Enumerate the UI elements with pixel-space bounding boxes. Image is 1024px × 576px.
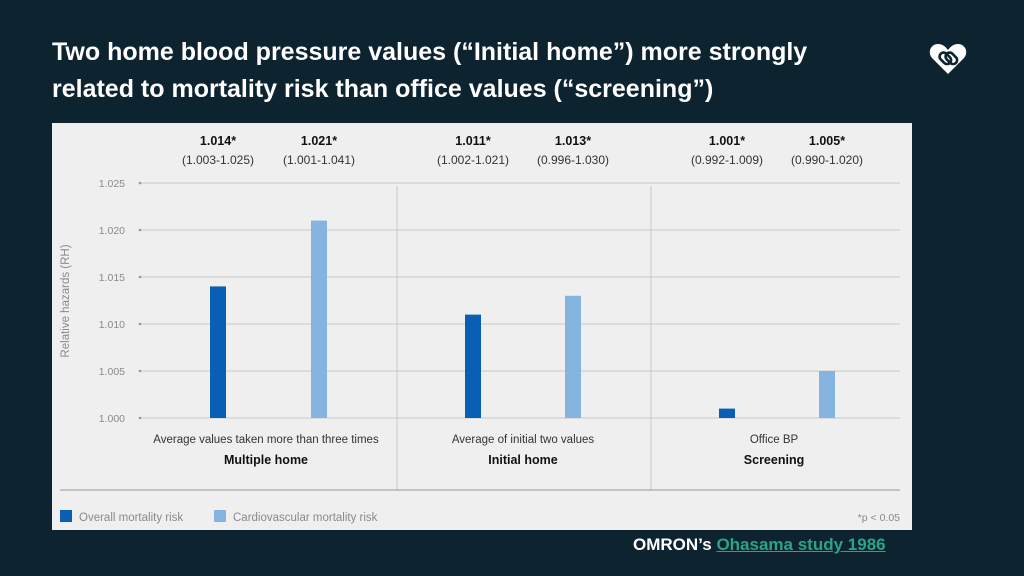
bar-cardiovascular — [819, 371, 835, 418]
data-label: 1.013* — [555, 134, 591, 148]
y-tick-dot — [138, 275, 142, 279]
footer: OMRON’s Ohasama study 1986 — [633, 535, 886, 555]
y-tick-dot — [138, 181, 142, 185]
confidence-interval-label: (0.996-1.030) — [537, 153, 609, 167]
confidence-interval-label: (1.002-1.021) — [437, 153, 509, 167]
legend-swatch — [214, 510, 226, 522]
data-label: 1.005* — [809, 134, 845, 148]
bar-chart: 1.000 1.005 1.010 1.015 1.020 1.025 Relative h… — [60, 134, 900, 524]
legend-swatch — [60, 510, 72, 522]
y-axis-label: Relative hazards (RH) — [60, 244, 72, 357]
bar-overall — [210, 286, 226, 418]
y-tick-dot — [138, 322, 142, 326]
y-tick-label: 1.005 — [99, 366, 125, 378]
y-tick-label: 1.015 — [99, 272, 125, 284]
confidence-interval-label: (1.001-1.041) — [283, 153, 355, 167]
y-tick-label: 1.020 — [99, 225, 125, 237]
data-label: 1.001* — [709, 134, 745, 148]
group-subtitle: Office BP — [750, 434, 799, 446]
group-subtitle: Average values taken more than three tim… — [153, 434, 379, 446]
slide-title: Two home blood pressure values (“Initial… — [52, 38, 808, 103]
y-tick-dot — [138, 228, 142, 232]
legend-label: Overall mortality risk — [79, 512, 183, 524]
bar-overall — [719, 408, 735, 418]
group-subtitle: Average of initial two values — [452, 434, 595, 446]
group-title: Screening — [744, 453, 804, 467]
y-tick-label: 1.025 — [99, 178, 125, 190]
bar-overall — [465, 314, 481, 418]
y-tick-dot — [138, 416, 142, 420]
y-tick-label: 1.000 — [99, 413, 125, 425]
significance-note: *p < 0.05 — [858, 512, 900, 524]
footer-prefix: OMRON’s — [633, 535, 712, 554]
confidence-interval-label: (0.990-1.020) — [791, 153, 863, 167]
heart-link-icon — [929, 44, 967, 74]
bar-cardiovascular — [311, 220, 327, 418]
ohasama-study-link[interactable]: Ohasama study 1986 — [716, 535, 886, 554]
confidence-interval-label: (1.003-1.025) — [182, 153, 254, 167]
data-label: 1.014* — [200, 134, 236, 148]
chart-panel: 1.000 1.005 1.010 1.015 1.020 1.025 Relative h… — [52, 123, 912, 530]
y-tick-label: 1.010 — [99, 319, 125, 331]
y-tick-dot — [138, 369, 142, 373]
confidence-interval-label: (0.992-1.009) — [691, 153, 763, 167]
group-title: Initial home — [488, 453, 558, 467]
bar-cardiovascular — [565, 295, 581, 418]
data-label: 1.011* — [455, 134, 491, 148]
data-label: 1.021* — [301, 134, 337, 148]
group-title: Multiple home — [224, 453, 308, 467]
legend-label: Cardiovascular mortality risk — [233, 512, 378, 524]
